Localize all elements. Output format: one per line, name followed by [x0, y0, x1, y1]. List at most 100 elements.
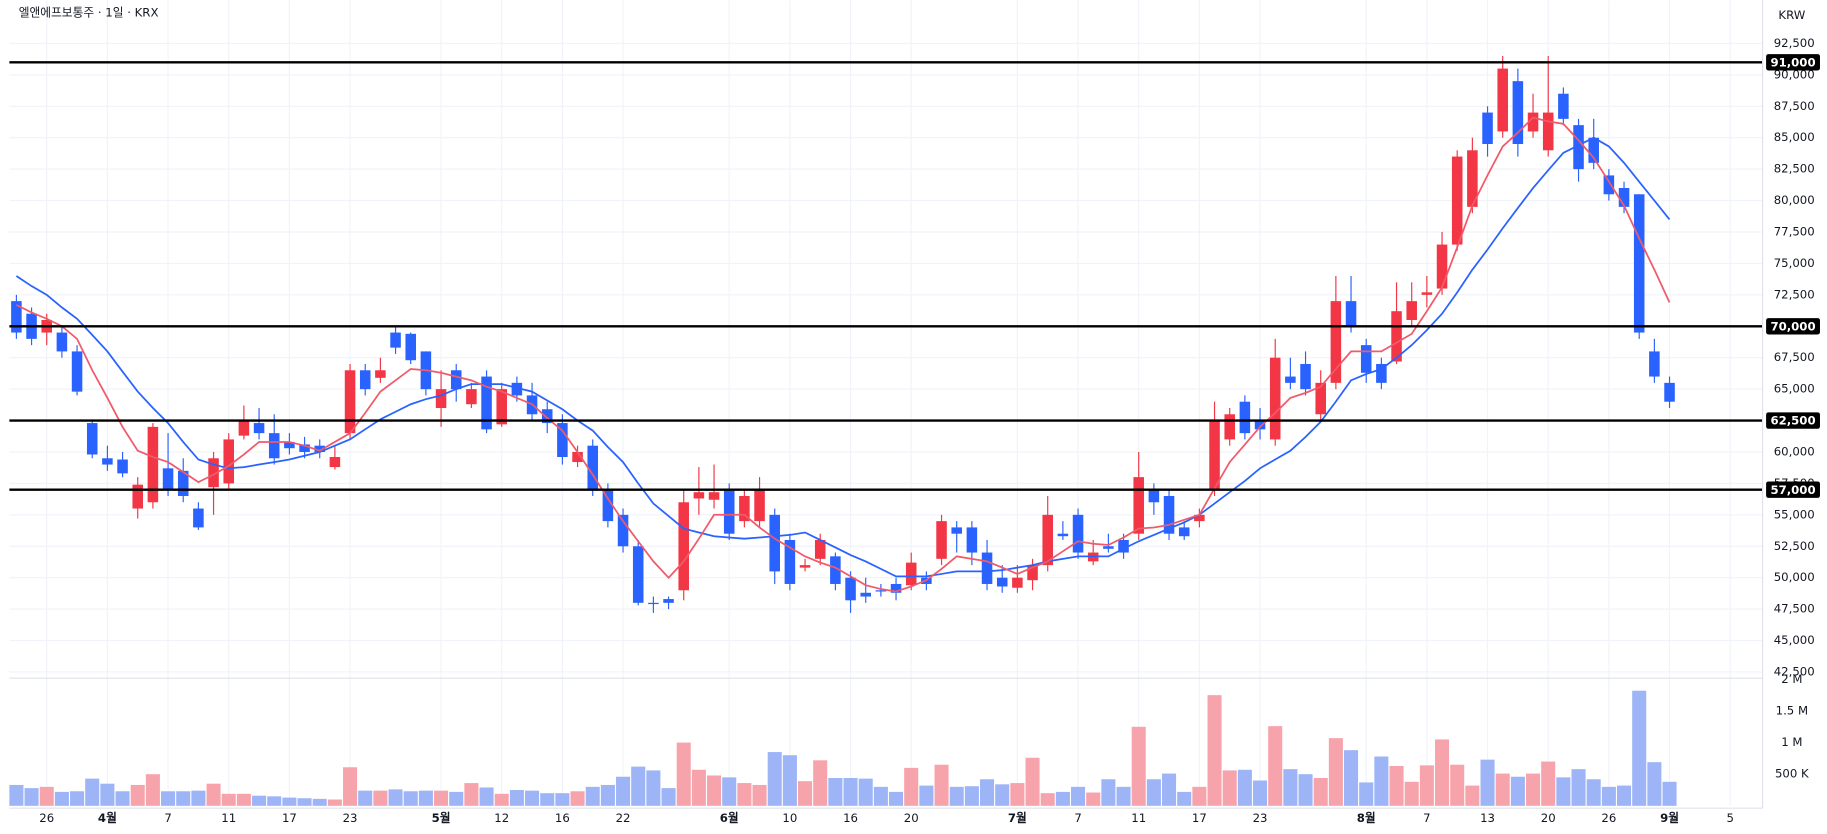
candle-body [359, 370, 371, 390]
x-tick-label: 17 [1192, 811, 1207, 825]
volume-bar [691, 769, 706, 806]
volume-bar [418, 790, 433, 806]
candle-body [511, 382, 523, 396]
candle-body [71, 351, 83, 392]
candle-body [1027, 565, 1038, 581]
candle-body [890, 583, 902, 593]
volume-bar [312, 798, 327, 806]
chart-title: 엘앤에프보통주 · 1일 · KRX [19, 5, 159, 19]
x-tick-label: 5월 [432, 811, 451, 825]
candle-body [1497, 68, 1508, 132]
volume-bar [1556, 777, 1571, 806]
candle-body [1558, 93, 1569, 119]
x-tick-label: 10 [782, 811, 797, 825]
candle-body [435, 389, 447, 408]
volume-bar [388, 789, 403, 806]
volume-bar [1055, 791, 1070, 806]
x-tick-label: 12 [494, 811, 509, 825]
candle-body [1512, 81, 1524, 145]
candle-body [996, 577, 1008, 587]
volume-bar [1131, 726, 1146, 806]
level-label-box [1766, 318, 1820, 335]
candle-body [1391, 311, 1402, 362]
volume-bar [176, 791, 191, 806]
y-tick-label: 85,000 [1774, 130, 1815, 144]
candle-body [1451, 156, 1463, 245]
volume-bar [873, 786, 888, 806]
volume-bar [1526, 773, 1541, 806]
volume-tick-label: 500 K [1775, 767, 1809, 781]
y-tick-label: 82,500 [1774, 162, 1815, 176]
candle-body [147, 426, 159, 503]
volume-bar [509, 790, 524, 806]
volume-bar [525, 790, 540, 806]
x-tick-label: 7 [164, 811, 171, 825]
volume-bar [1101, 779, 1116, 806]
volume-bar [100, 783, 115, 806]
y-tick-label: 72,500 [1774, 287, 1815, 301]
volume-bar [130, 784, 145, 806]
y-tick-label: 47,500 [1774, 602, 1815, 616]
volume-bar [9, 784, 24, 806]
volume-bar [813, 760, 828, 806]
volume-bar [1374, 756, 1389, 806]
y-tick-label: 87,500 [1774, 99, 1815, 113]
volume-bar [1450, 764, 1465, 806]
level-label: 70,000 [1770, 319, 1815, 333]
volume-bar [1162, 773, 1177, 806]
x-tick-label: 26 [39, 811, 54, 825]
candle-body [845, 577, 856, 601]
volume-bar [767, 752, 782, 806]
volume-bar [191, 790, 206, 806]
candle-body [678, 502, 689, 591]
volume-bar [722, 777, 737, 806]
volume-bar [1586, 779, 1601, 806]
volume-bar [161, 791, 176, 806]
candle-body [1482, 112, 1493, 145]
volume-bar [206, 783, 221, 806]
candle-body [1118, 539, 1129, 553]
candle-body [284, 441, 295, 449]
candle-body [693, 492, 705, 499]
volume-bar [1419, 765, 1434, 806]
volume-bar [1404, 781, 1419, 806]
candle-body [1376, 363, 1387, 383]
candle-body [1573, 125, 1584, 170]
candle-body [102, 458, 113, 465]
volume-bar [585, 786, 600, 806]
volume-bar [221, 793, 236, 806]
y-tick-label: 45,000 [1774, 633, 1815, 647]
volume-bar [252, 795, 267, 806]
y-tick-label: 52,500 [1774, 539, 1815, 553]
candle-body [177, 470, 189, 496]
candle-body [587, 445, 598, 490]
x-tick-label: 22 [616, 811, 631, 825]
y-tick-label: 80,000 [1774, 193, 1815, 207]
candle-body [739, 495, 750, 522]
volume-bar [737, 783, 752, 806]
candle-body [1360, 345, 1372, 373]
candle-body [1042, 514, 1053, 566]
candle-body [86, 423, 98, 455]
x-tick-label: 20 [904, 811, 919, 825]
volume-bar [889, 791, 904, 806]
volume-bar [1116, 786, 1131, 806]
y-tick-label: 67,500 [1774, 350, 1815, 364]
volume-bar [449, 791, 464, 806]
x-tick-label: 5 [1726, 811, 1733, 825]
level-label-box [1766, 412, 1820, 429]
candle-body [1133, 477, 1144, 534]
candle-body [648, 602, 659, 605]
volume-bar [1268, 726, 1283, 806]
volume-bar [24, 788, 39, 806]
volume-bar [1222, 770, 1237, 806]
volume-bar [1359, 782, 1374, 806]
candle-body [799, 565, 811, 568]
volume-bar [145, 774, 160, 806]
volume-bar [858, 778, 873, 806]
volume-bar [1313, 777, 1328, 806]
candle-body [875, 590, 887, 592]
x-tick-label: 16 [843, 811, 858, 825]
level-label-box [1766, 481, 1820, 498]
